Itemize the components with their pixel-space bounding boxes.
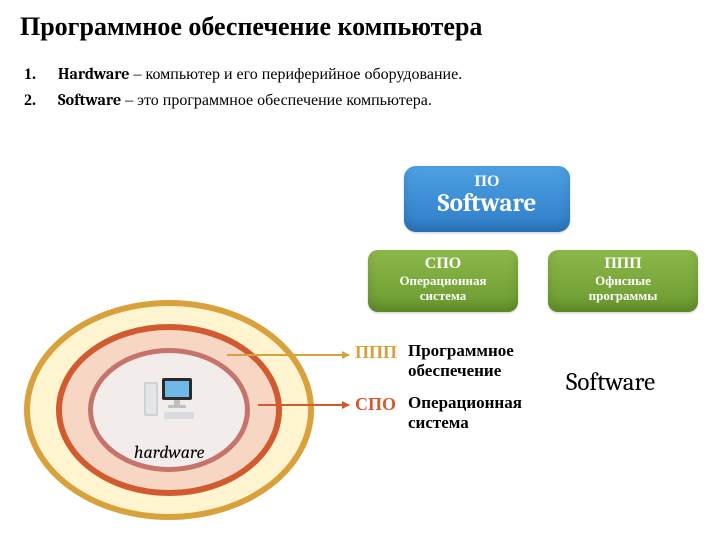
computer-icon (142, 372, 202, 422)
def-number: 2. (24, 88, 58, 114)
card-line: Офисныепрограммы (548, 275, 698, 305)
software-card: ПО Software (404, 166, 570, 232)
arrow-spo (258, 404, 349, 406)
page-title: Программное обеспечение компьютера (0, 0, 720, 42)
arrow-ppp (227, 354, 349, 356)
os-text: Операционнаясистема (408, 394, 522, 433)
def-term: Hardware (58, 65, 130, 83)
software-big-label: Software (566, 368, 655, 397)
card-sup: ППП (548, 250, 698, 273)
card-line: Операционнаясистема (368, 275, 518, 305)
def-number: 1. (24, 62, 58, 88)
card-main: Software (404, 189, 570, 218)
definitions-list: 1. Hardware – компьютер и его периферийн… (24, 62, 720, 113)
def-term: Software (58, 91, 121, 109)
definition-row: 1. Hardware – компьютер и его периферийн… (24, 62, 720, 88)
rings-diagram: hardware (24, 300, 314, 520)
spo-label: СПО (355, 394, 396, 415)
definition-row: 2. Software – это программное обеспечени… (24, 88, 720, 114)
software-text: Программноеобеспечение (408, 342, 514, 381)
spo-card: СПО Операционнаясистема (368, 250, 518, 312)
def-rest: – это программное обеспечение компьютера… (121, 92, 432, 109)
ppp-label: ППП (355, 342, 397, 363)
hardware-label: hardware (134, 442, 204, 463)
card-sup: СПО (368, 250, 518, 273)
def-rest: – компьютер и его периферийное оборудова… (130, 66, 463, 83)
ppp-card: ППП Офисныепрограммы (548, 250, 698, 312)
card-sup: ПО (404, 166, 570, 191)
